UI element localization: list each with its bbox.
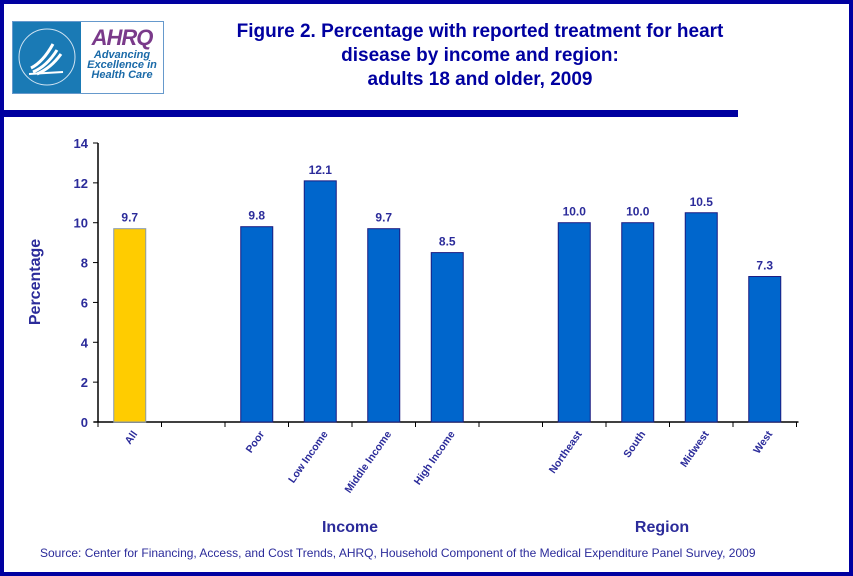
bar-northeast [557,222,591,423]
x-tick-label: All [123,429,141,447]
y-tick-label: 10 [74,216,88,231]
x-tick-label: Middle Income [343,429,395,496]
x-tick-label: Midwest [678,428,712,469]
data-label: 7.3 [756,259,773,273]
y-tick-label: 2 [81,375,88,390]
logo-tagline: Advancing [93,49,151,61]
group-label-region: Region [635,519,689,536]
bar-all [113,228,147,423]
hhs-eagle-icon [13,22,81,93]
bar-poor [240,226,274,423]
title-line: disease by income and region: [341,45,619,66]
x-tick-label: Poor [244,429,268,455]
x-tick-label: South [621,429,648,460]
y-tick-label: 14 [74,136,89,151]
bar-west [748,276,782,423]
y-tick-label: 12 [74,176,88,191]
logo-brand: AHRQ [91,25,154,50]
logo-tagline: Health Care [91,69,153,81]
group-label-income: Income [322,519,378,536]
x-tick-label: Low Income [286,429,331,486]
title-line: adults 18 and older, 2009 [367,69,593,90]
header-divider [0,110,738,117]
bar-south [621,222,655,423]
x-tick-label: Northeast [547,428,585,475]
data-label: 9.7 [121,211,138,225]
ahrq-logo: AHRQ Advancing Excellence in Health Care [12,21,164,94]
logo-tagline: Excellence in [87,59,157,71]
data-label: 10.0 [563,205,587,219]
data-label: 10.0 [626,205,650,219]
data-label: 12.1 [309,163,333,177]
chart-title: Figure 2. Percentage with reported treat… [180,20,780,92]
y-tick-label: 8 [81,256,88,271]
y-axis-label: Percentage [27,239,44,325]
data-label: 8.5 [439,235,456,249]
bar-midwest [684,212,718,423]
data-label: 9.7 [375,211,392,225]
data-label: 10.5 [690,195,714,209]
source-note: Source: Center for Financing, Access, an… [40,546,756,560]
x-tick-label: High Income [412,429,458,488]
y-tick-label: 0 [81,415,88,430]
y-tick-label: 4 [81,335,89,350]
bar-middle-income [367,228,401,423]
title-line: Figure 2. Percentage with reported treat… [236,21,724,42]
bar-low-income [303,180,337,423]
bar-high-income [430,252,464,423]
data-label: 9.8 [248,209,265,223]
x-tick-label: West [751,428,775,456]
y-tick-label: 6 [81,295,88,310]
